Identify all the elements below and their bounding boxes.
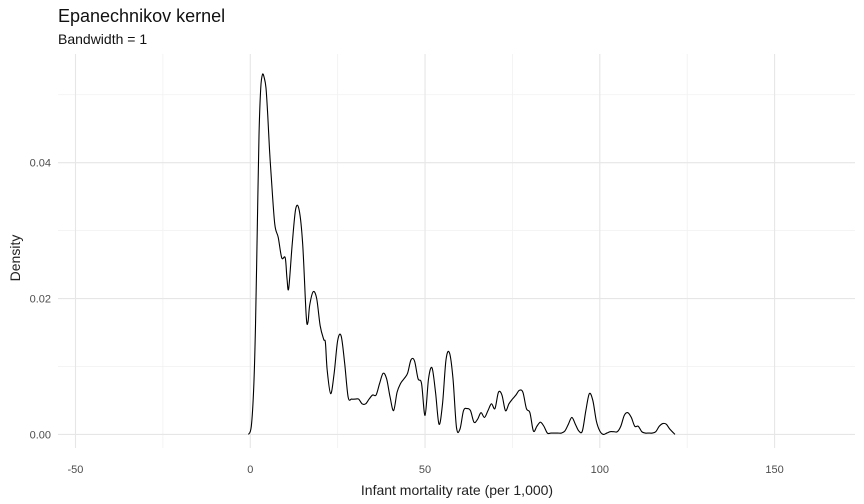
density-curve-layer: [247, 73, 676, 436]
y-tick-labels: 0.00 0.02 0.04: [30, 158, 51, 442]
x-tick-label: -50: [68, 464, 84, 476]
x-tick-label: 150: [765, 464, 783, 476]
x-tick-labels: -50 0 50 100 150: [68, 464, 784, 476]
y-tick-label: 0.02: [30, 294, 51, 306]
x-tick-label: 50: [419, 464, 431, 476]
density-curve: [247, 73, 676, 436]
chart-title: Epanechnikov kernel: [58, 6, 226, 26]
y-tick-label: 0.00: [30, 429, 51, 441]
x-tick-label: 0: [247, 464, 253, 476]
chart-subtitle: Bandwidth = 1: [58, 31, 148, 47]
y-axis-title: Density: [7, 235, 23, 282]
x-tick-label: 100: [591, 464, 609, 476]
y-tick-label: 0.04: [30, 158, 51, 170]
grid-lines: [58, 54, 855, 448]
x-axis-title: Infant mortality rate (per 1,000): [361, 482, 553, 498]
